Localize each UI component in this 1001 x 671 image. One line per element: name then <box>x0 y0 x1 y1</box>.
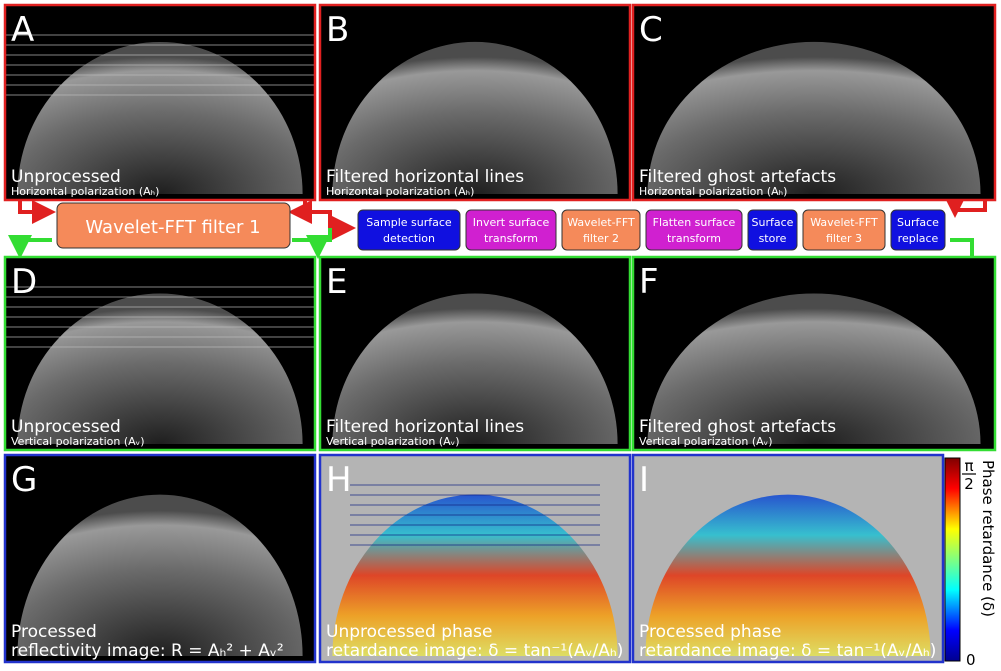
colorbar <box>944 457 961 662</box>
panel-letter: H <box>326 460 352 500</box>
pipeline-step <box>802 209 886 251</box>
panel-letter: A <box>11 10 34 50</box>
arrow <box>292 210 356 240</box>
pipeline-label: transform <box>667 232 721 245</box>
panel-border <box>3 255 317 452</box>
panel-title: Filtered horizontal lines <box>326 417 524 437</box>
panel-subtitle: Vertical polarization (Aᵥ) <box>639 435 773 448</box>
panel-border <box>318 3 632 202</box>
sample-dome <box>332 41 618 194</box>
arrow <box>8 235 52 259</box>
pipeline-label: Flatten surface <box>653 216 736 229</box>
colorbar-title: Phase retardance (δ) <box>979 460 997 617</box>
arrow <box>292 235 330 259</box>
panel-title: Unprocessed <box>11 417 121 437</box>
pipeline-step <box>561 209 641 251</box>
pipeline-step <box>645 209 743 251</box>
panel-title: Unprocessed phase <box>326 622 493 642</box>
pipeline-step <box>747 209 798 251</box>
pipeline-label: Surface <box>897 216 939 229</box>
arrow <box>292 228 332 242</box>
colorbar-min: 0 <box>966 651 976 667</box>
panel-letter: F <box>639 262 659 302</box>
sample-dome <box>17 494 303 656</box>
panel-border <box>318 453 632 664</box>
pipeline-label: filter 2 <box>583 232 619 245</box>
panel-border <box>631 255 997 452</box>
arrow <box>943 194 987 218</box>
filter-label: Wavelet-FFT filter 1 <box>85 217 260 238</box>
pipeline-label: Invert surface <box>473 216 550 229</box>
pipeline-label: Wavelet-FFT <box>567 216 635 229</box>
panel-border <box>3 3 317 202</box>
panel-title: reflectivity image: R = Aₕ² + Aᵥ² <box>11 641 284 661</box>
panel-title: Filtered ghost artefacts <box>639 167 836 187</box>
sample-dome <box>647 41 981 194</box>
pipeline-step <box>357 209 461 251</box>
pipeline-label: replace <box>898 232 939 245</box>
panel-border <box>631 3 997 202</box>
panel-border <box>631 453 945 664</box>
arrows <box>8 194 987 297</box>
colorbar-max-den: 2 <box>964 475 974 493</box>
panel-title: retardance image: δ = tan⁻¹(Aᵥ/Aₕ) <box>639 641 936 661</box>
panel-subtitle: Vertical polarization (Aᵥ) <box>326 435 460 448</box>
panel-subtitle: Horizontal polarization (Aₕ) <box>639 185 787 198</box>
panel-letter: B <box>326 10 349 50</box>
sample-dome <box>17 293 303 444</box>
pipeline-label: Wavelet-FFT <box>810 216 878 229</box>
pipeline-step <box>890 209 946 251</box>
panel-letter: I <box>639 460 649 500</box>
pipeline-label: Surface <box>752 216 794 229</box>
panel-subtitle: Horizontal polarization (Aₕ) <box>11 185 159 198</box>
arrow <box>18 200 56 224</box>
panel-title: Unprocessed <box>11 167 121 187</box>
panel-border <box>318 255 632 452</box>
panel-subtitle: Vertical polarization (Aᵥ) <box>11 435 145 448</box>
pipeline-step <box>465 209 557 251</box>
pipeline-label: transform <box>484 232 538 245</box>
panel-letter: G <box>11 460 37 500</box>
panel-letter: C <box>639 10 663 50</box>
sample-dome <box>645 494 931 656</box>
pipeline-label: Sample surface <box>366 216 452 229</box>
panel-title: retardance image: δ = tan⁻¹(Aᵥ/Aₕ) <box>326 641 623 661</box>
sample-dome <box>647 293 981 444</box>
panel-border <box>3 453 317 664</box>
pipeline-label: store <box>759 232 787 245</box>
panel-title: Filtered horizontal lines <box>326 167 524 187</box>
colorbar-max-num: π <box>964 457 973 475</box>
panel-letter: D <box>11 262 37 302</box>
pipeline-label: detection <box>383 232 435 245</box>
panel-letter: E <box>326 262 347 302</box>
sample-dome <box>17 41 303 194</box>
pipeline-label: filter 3 <box>826 232 862 245</box>
panel-subtitle: Horizontal polarization (Aₕ) <box>326 185 474 198</box>
panel-title: Processed phase <box>639 622 781 642</box>
filter-box <box>56 202 291 249</box>
sample-dome <box>332 293 618 444</box>
panel-title: Processed <box>11 622 97 642</box>
panel-title: Filtered ghost artefacts <box>639 417 836 437</box>
